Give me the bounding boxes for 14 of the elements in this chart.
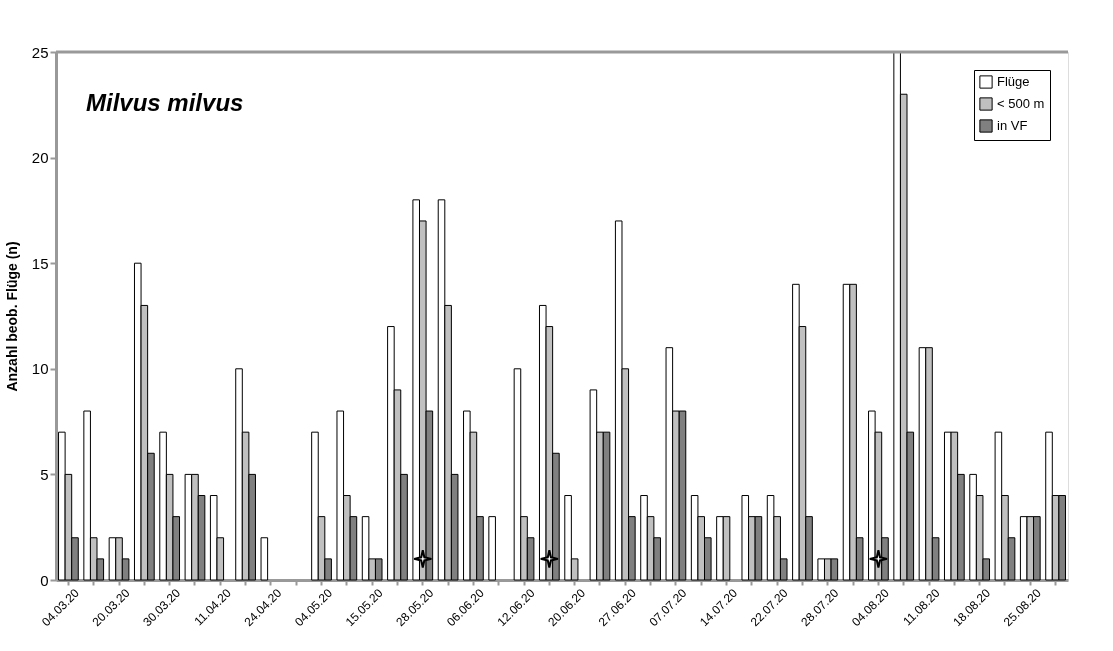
y-tick-label: 10 — [31, 360, 49, 378]
y-tick-label: 15 — [31, 254, 49, 272]
y-tick-label: 25 — [31, 43, 49, 61]
bar — [488, 516, 496, 581]
y-axis-title: Anzahl beob. Flüge (n) — [3, 241, 20, 392]
legend-label: in VF — [997, 118, 1028, 133]
y-tick-label: 20 — [31, 149, 49, 167]
y-tick-label: 5 — [40, 465, 49, 483]
bar — [260, 537, 269, 581]
text: Milvus milvus — [86, 89, 244, 116]
y-tick-label: 0 — [40, 571, 49, 589]
legend-label: < 500 m — [997, 96, 1045, 111]
legend-label: Flüge — [997, 74, 1030, 89]
bar — [741, 495, 750, 581]
